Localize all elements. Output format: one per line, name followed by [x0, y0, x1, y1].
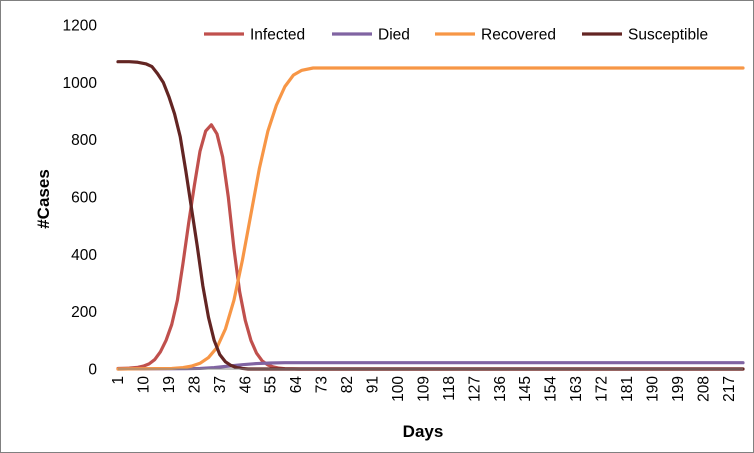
x-tick-label: 64 — [288, 376, 305, 394]
x-tick-label: 55 — [263, 376, 280, 393]
x-tick-label: 154 — [543, 376, 560, 402]
legend-item-died: Died — [332, 27, 410, 44]
y-tick-label: 1200 — [63, 18, 98, 35]
x-tick-label: 19 — [161, 376, 178, 393]
y-tick-label: 600 — [71, 190, 97, 207]
x-tick-label: 217 — [721, 376, 738, 402]
x-tick-label: 190 — [645, 376, 662, 402]
legend-item-infected: Infected — [204, 27, 305, 44]
series-line-recovered — [116, 66, 745, 371]
y-axis-ticks: 0 200 400 600 800 1000 1200 — [63, 18, 98, 379]
x-tick-label: 172 — [594, 376, 611, 402]
y-tick-label: 200 — [71, 304, 97, 321]
y-tick-label: 1000 — [63, 75, 98, 92]
legend-label: Infected — [250, 27, 305, 44]
legend-item-recovered: Recovered — [435, 27, 556, 44]
legend-label: Susceptible — [628, 27, 708, 44]
series-line-infected — [116, 123, 745, 371]
x-axis-title: Days — [403, 422, 444, 441]
legend: Infected Died Recovered Susceptible — [204, 27, 708, 44]
y-tick-label: 800 — [71, 132, 97, 149]
x-tick-label: 91 — [365, 376, 382, 393]
x-tick-label: 82 — [339, 376, 356, 393]
x-tick-label: 109 — [415, 376, 432, 402]
x-tick-label: 46 — [237, 376, 254, 393]
legend-label: Recovered — [481, 27, 556, 44]
y-tick-label: 400 — [71, 247, 97, 264]
x-tick-label: 73 — [314, 376, 331, 393]
x-tick-label: 181 — [619, 376, 636, 402]
series-lines — [116, 60, 745, 371]
x-tick-label: 145 — [517, 376, 534, 402]
legend-item-susceptible: Susceptible — [582, 27, 708, 44]
x-tick-label: 118 — [441, 376, 458, 401]
legend-label: Died — [378, 27, 410, 44]
series-line-susceptible — [116, 60, 745, 371]
y-axis-title: #Cases — [34, 169, 53, 229]
y-tick-label: 0 — [88, 362, 97, 379]
x-tick-label: 199 — [670, 376, 687, 402]
x-tick-label: 163 — [568, 376, 585, 402]
x-axis-ticks: 1 10 19 28 37 46 55 64 73 82 91 100 109 118 127 136 145 1… — [110, 376, 738, 402]
x-tick-label: 136 — [492, 376, 509, 402]
x-tick-label: 127 — [466, 376, 483, 402]
x-tick-label: 10 — [135, 376, 152, 394]
x-tick-label: 100 — [390, 376, 407, 402]
x-tick-label: 28 — [186, 376, 203, 393]
x-tick-label: 1 — [110, 376, 127, 385]
x-tick-label: 37 — [212, 376, 229, 393]
x-tick-label: 208 — [695, 376, 712, 402]
